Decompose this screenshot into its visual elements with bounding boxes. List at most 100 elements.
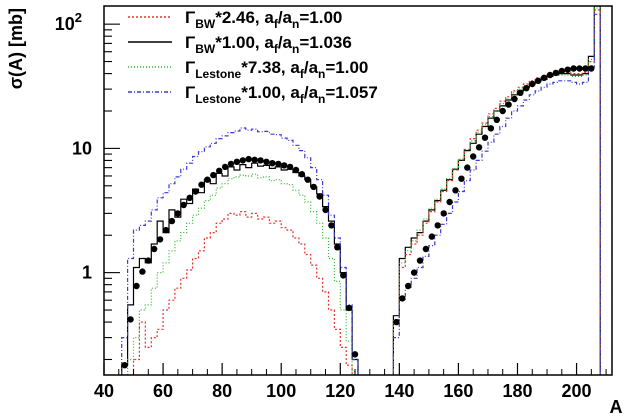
data-point xyxy=(458,175,465,182)
data-point xyxy=(428,233,435,240)
legend-entry: ΓBW*2.46, af/an=1.00 xyxy=(185,8,342,31)
data-point xyxy=(416,257,424,264)
x-tick-label: 160 xyxy=(443,381,473,401)
y-tick-label: 102 xyxy=(55,10,82,34)
data-point xyxy=(174,210,181,217)
data-point xyxy=(156,236,164,243)
data-point xyxy=(446,198,453,206)
x-tick-label: 60 xyxy=(153,381,173,401)
plot-frame xyxy=(103,5,613,376)
data-point xyxy=(233,158,241,165)
data-point xyxy=(399,295,406,302)
data-point xyxy=(529,80,536,88)
data-point xyxy=(286,163,294,171)
data-point xyxy=(564,66,571,73)
data-point xyxy=(493,116,500,124)
data-point xyxy=(251,156,258,163)
data-point xyxy=(552,69,560,77)
y-tick-label: 1 xyxy=(82,263,92,283)
data-point xyxy=(292,166,300,174)
x-tick-label: 100 xyxy=(266,381,296,401)
data-point xyxy=(269,160,276,167)
data-point xyxy=(162,226,170,234)
data-point xyxy=(351,351,359,358)
data-point xyxy=(517,89,524,97)
x-tick-label: 180 xyxy=(502,381,532,401)
y-axis-title: σ(A) [mb] xyxy=(6,8,26,89)
legend-entry: ΓLestone*1.00, af/an=1.057 xyxy=(185,83,378,106)
data-point xyxy=(340,272,347,279)
legend-entry: ΓBW*1.00, af/an=1.036 xyxy=(185,33,352,56)
data-point xyxy=(198,181,205,188)
data-point xyxy=(263,158,270,165)
data-point xyxy=(535,77,542,85)
x-tick-label: 140 xyxy=(384,381,414,401)
data-point xyxy=(186,194,193,201)
x-axis: 40 60 80 100 120 140 160 180 200 xyxy=(94,363,607,401)
data-point xyxy=(316,193,323,200)
data-point xyxy=(281,162,288,169)
data-point xyxy=(511,95,518,103)
data-point xyxy=(464,164,471,171)
data-point xyxy=(334,244,341,251)
x-axis-title: A xyxy=(610,397,623,417)
data-point xyxy=(523,85,530,92)
data-point xyxy=(298,171,306,178)
data-point xyxy=(310,183,317,191)
data-point xyxy=(239,157,246,164)
data-point xyxy=(452,187,459,194)
data-point xyxy=(422,245,430,253)
series-line-2 xyxy=(121,9,601,375)
series-line-4 xyxy=(121,13,601,375)
data-point xyxy=(257,157,264,164)
data-point xyxy=(440,210,447,217)
data-point xyxy=(245,155,252,163)
data-point xyxy=(322,206,329,214)
plot-series xyxy=(121,6,601,375)
data-point xyxy=(470,153,477,160)
data-point xyxy=(328,222,335,229)
data-point xyxy=(487,125,495,132)
series-line-3 xyxy=(121,7,601,375)
data-point xyxy=(145,257,152,264)
data-point xyxy=(180,201,187,209)
data-point xyxy=(127,316,134,323)
data-point xyxy=(558,67,565,75)
data-point xyxy=(582,65,589,72)
x-tick-label: 200 xyxy=(562,381,592,401)
data-point xyxy=(540,74,548,82)
y-tick-label: 10 xyxy=(72,138,92,158)
data-point xyxy=(588,65,595,72)
data-point xyxy=(151,245,158,253)
data-point xyxy=(405,282,412,290)
x-tick-label: 40 xyxy=(94,381,114,401)
data-point xyxy=(133,282,140,290)
data-point xyxy=(576,65,583,72)
data-point xyxy=(546,71,554,79)
legend-entry: ΓLestone*7.38, af/an=1.00 xyxy=(185,58,368,81)
data-point xyxy=(570,65,577,72)
data-point xyxy=(210,171,217,179)
data-point xyxy=(345,304,353,312)
data-point xyxy=(505,101,512,108)
data-point xyxy=(499,107,506,115)
data-point xyxy=(410,269,418,276)
data-point xyxy=(475,144,483,151)
data-point xyxy=(227,160,235,168)
data-point xyxy=(216,167,223,174)
x-tick-label: 120 xyxy=(325,381,355,401)
data-point xyxy=(275,160,282,168)
data-point xyxy=(304,176,311,183)
data-point xyxy=(168,217,176,225)
data-point xyxy=(139,268,146,275)
data-point xyxy=(481,134,489,141)
data-point xyxy=(393,318,400,326)
x-tick-label: 80 xyxy=(212,381,232,401)
data-point xyxy=(192,188,199,195)
y-axis: 1 10 102 xyxy=(55,10,120,361)
data-point xyxy=(121,362,128,369)
data-point xyxy=(204,176,211,183)
